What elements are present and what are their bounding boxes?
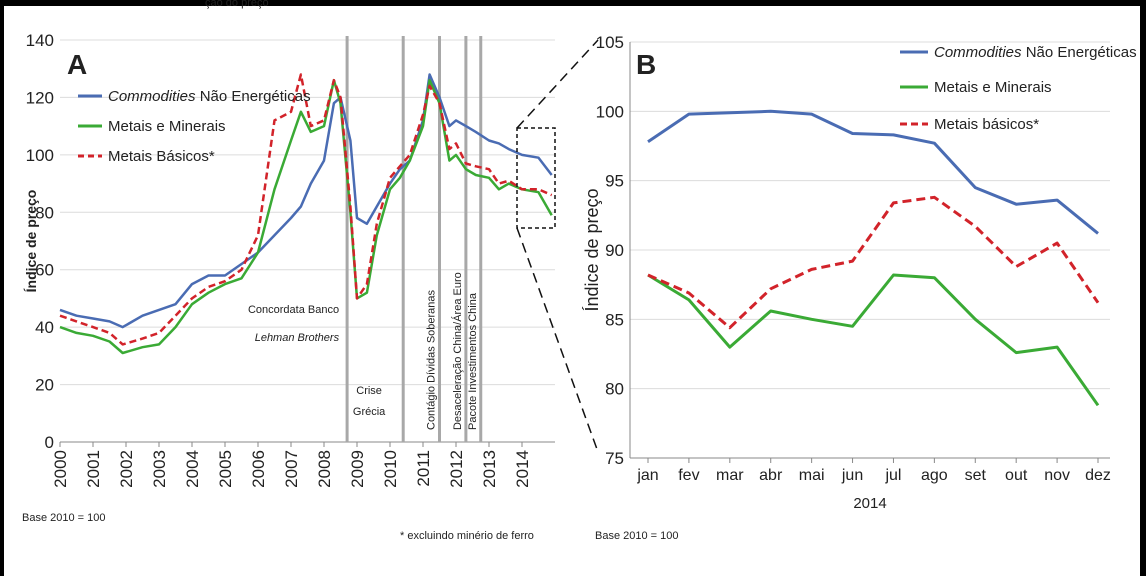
x-tick-a-2013: 2013 xyxy=(480,450,499,488)
x-tick-a-2004: 2004 xyxy=(183,450,202,488)
x-tick-a-2010: 2010 xyxy=(381,450,400,488)
x-tick-b-out: out xyxy=(1005,467,1028,484)
panel-letter-a: A xyxy=(67,49,87,80)
x-tick-a-2005: 2005 xyxy=(216,450,235,488)
event-label-5: Pacote Investimentos China xyxy=(467,292,479,430)
x-tick-a-2014: 2014 xyxy=(513,450,532,488)
x-tick-a-2003: 2003 xyxy=(150,450,169,488)
base-note-left: Base 2010 = 100 xyxy=(22,512,106,524)
x-tick-b-nov: nov xyxy=(1044,467,1070,484)
x-tick-a-2001: 2001 xyxy=(84,450,103,488)
legend-label-b-commodities: Commodities Não Energéticas xyxy=(934,44,1137,61)
series-line-b-metais-minerais xyxy=(647,273,1100,407)
y-tick-a-80: 80 xyxy=(35,203,54,222)
y-tick-b-90: 90 xyxy=(605,241,624,260)
series-line-a-commodities xyxy=(59,73,553,329)
series-line-a-metais-basicos xyxy=(59,73,553,346)
x-tick-a-2009: 2009 xyxy=(348,450,367,488)
x-tick-a-2000: 2000 xyxy=(51,450,70,488)
x-tick-b-dez: dez xyxy=(1085,467,1111,484)
x-tick-a-2011: 2011 xyxy=(414,450,433,487)
zoom-box xyxy=(516,127,556,229)
x-tick-b-jul: jul xyxy=(884,467,901,484)
zoom-connector-bottom xyxy=(516,227,599,453)
legend-label-a-metais-basicos: Metais Básicos* xyxy=(108,148,215,165)
x-tick-a-2012: 2012 xyxy=(447,450,466,488)
legend-label-b-metais-minerais: Metais e Minerais xyxy=(934,79,1052,96)
event-label-grecia-1: Crise xyxy=(356,385,382,397)
series-line-b-metais-basicos xyxy=(647,195,1100,330)
x-tick-b-jan: jan xyxy=(636,467,658,484)
x-tick-b-abr: abr xyxy=(759,467,783,484)
x-tick-a-2002: 2002 xyxy=(117,450,136,488)
x-tick-b-ago: ago xyxy=(921,467,948,484)
y-tick-b-75: 75 xyxy=(605,449,624,468)
panel-a: 0 20 40 60 80 100 120 140 2000 2001 2002 2003 2004 20… xyxy=(23,31,555,488)
x-tick-a-2007: 2007 xyxy=(282,450,301,488)
x-tick-a-2008: 2008 xyxy=(315,450,334,488)
base-note-right: Base 2010 = 100 xyxy=(595,530,679,542)
y-tick-b-95: 95 xyxy=(605,172,624,191)
series-line-b-commodities xyxy=(647,109,1099,235)
y-tick-b-85: 85 xyxy=(605,310,624,329)
y-tick-b-100: 100 xyxy=(596,102,624,121)
x-tick-b-jun: jun xyxy=(841,467,863,484)
right-border xyxy=(1140,0,1146,576)
y-axis-label-b: Índice de preço xyxy=(582,188,602,311)
y-tick-a-40: 40 xyxy=(35,318,54,337)
y-tick-b-105: 105 xyxy=(596,33,624,52)
zoom-connector-top xyxy=(516,39,599,129)
y-tick-a-140: 140 xyxy=(26,31,54,50)
y-tick-a-0: 0 xyxy=(45,433,54,452)
x-tick-b-mai: mai xyxy=(799,467,825,484)
y-tick-b-80: 80 xyxy=(605,380,624,399)
event-label-grecia-2: Grécia xyxy=(353,406,386,418)
x-axis-label-b: 2014 xyxy=(853,495,886,512)
zoom-connector xyxy=(516,39,599,453)
y-tick-a-20: 20 xyxy=(35,376,54,395)
series-line-a-metais-minerais xyxy=(59,78,553,355)
legend-label-a-metais-minerais: Metais e Minerais xyxy=(108,118,226,135)
x-tick-a-2006: 2006 xyxy=(249,450,268,488)
x-tick-b-fev: fev xyxy=(678,467,699,484)
event-label-3: Contágio Dívidas Soberanas xyxy=(426,289,438,430)
event-label-4: Desaceleração China/Área Euro xyxy=(451,272,464,430)
legend-label-b-metais-basicos: Metais básicos* xyxy=(934,116,1039,133)
x-tick-b-set: set xyxy=(965,467,987,484)
event-label-lehman-2: Lehman Brothers xyxy=(255,332,340,344)
panel-b: 75 80 85 90 95 100 105 jan fev mar abr mai jun jul ago… xyxy=(582,33,1137,512)
legend-label-a-commodities: Commodities Não Energéticas xyxy=(108,88,311,105)
y-tick-a-120: 120 xyxy=(26,88,54,107)
y-tick-a-100: 100 xyxy=(26,146,54,165)
event-label-lehman-1: Concordata Banco xyxy=(248,304,339,316)
footnote: * excluindo minério de ferro xyxy=(400,530,534,542)
top-fragment-text: ção do preço xyxy=(205,0,269,9)
x-tick-b-mar: mar xyxy=(716,467,744,484)
left-border xyxy=(0,0,4,576)
y-axis-label-a: Índice de preço xyxy=(23,190,39,293)
panel-letter-b: B xyxy=(636,49,656,80)
y-tick-a-60: 60 xyxy=(35,261,54,280)
top-border xyxy=(0,0,1146,6)
